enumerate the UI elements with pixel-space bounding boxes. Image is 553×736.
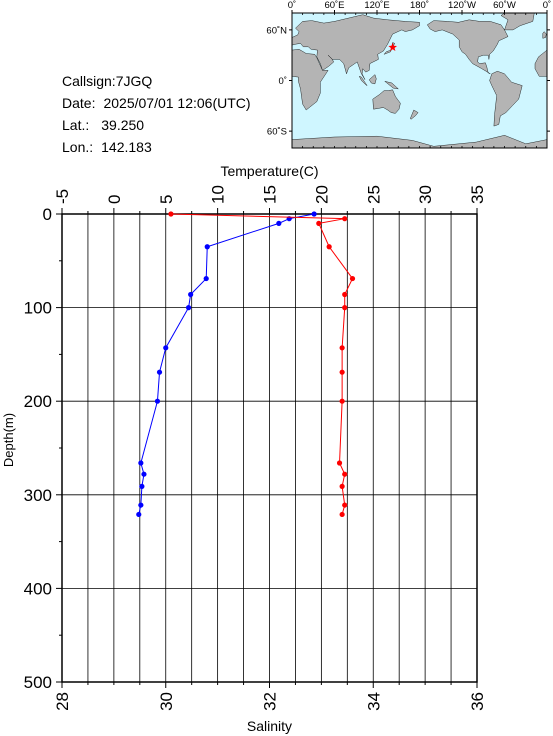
- salinity-point: [339, 369, 345, 375]
- date-label: Date:: [62, 95, 96, 111]
- bottom-axis-label: Salinity: [247, 718, 292, 734]
- top-tick-label: -5: [53, 189, 72, 204]
- y-tick-label: 0: [43, 205, 52, 224]
- bottom-tick-label: 32: [261, 692, 280, 711]
- temperature-point: [163, 345, 169, 351]
- temperature-point: [139, 483, 145, 489]
- top-tick-label: 0: [105, 195, 124, 204]
- salinity-point: [316, 220, 322, 226]
- temperature-point: [154, 398, 161, 404]
- top-tick-label: 5: [157, 195, 176, 204]
- salinity-point: [168, 211, 174, 217]
- salinity-point: [339, 345, 345, 351]
- top-tick-label: 15: [261, 185, 280, 204]
- y-tick-label: 100: [24, 299, 52, 318]
- salinity-point: [339, 511, 345, 518]
- lat-line: Lat.: 39.250: [62, 117, 144, 133]
- date-value: 2025/07/01 12:06(UTC): [103, 95, 251, 111]
- salinity-point: [326, 244, 332, 250]
- lon-line: Lon.: 142.183: [62, 139, 152, 155]
- callsign-label: Callsign:: [62, 73, 116, 89]
- lon-value: 142.183: [101, 139, 152, 155]
- lat-value: 39.250: [101, 117, 145, 133]
- date-line: Date: 2025/07/01 12:06(UTC): [62, 95, 251, 111]
- y-tick-label: 200: [24, 392, 52, 411]
- salinity-point: [342, 305, 348, 311]
- salinity-point: [339, 483, 345, 489]
- y-tick-label: 400: [24, 579, 52, 598]
- y-tick-label: 500: [24, 673, 52, 692]
- temperature-point: [203, 275, 209, 282]
- y-axis-label: Depth(m): [1, 413, 16, 467]
- salinity-point: [349, 275, 356, 282]
- top-tick-label: 35: [468, 185, 487, 204]
- temperature-point: [138, 502, 144, 508]
- salinity-line: [170, 213, 354, 515]
- top-axis-label: Temperature(C): [220, 163, 318, 179]
- temperature-point: [311, 211, 317, 217]
- top-tick-label: 10: [209, 185, 228, 204]
- temperature-point: [204, 244, 210, 250]
- salinity-point: [342, 471, 348, 477]
- lat-label: Lat.:: [62, 117, 90, 133]
- temperature-point: [185, 305, 192, 311]
- temperature-point: [188, 291, 194, 298]
- lon-label: Lon.:: [62, 139, 94, 155]
- salinity-point: [336, 460, 343, 466]
- salinity-point: [339, 398, 345, 404]
- temperature-point: [141, 471, 147, 477]
- callsign-value: 7JGQ: [115, 73, 153, 89]
- temperature-point: [138, 460, 144, 466]
- bottom-tick-label: 34: [364, 692, 383, 711]
- bottom-tick-label: 36: [468, 692, 487, 711]
- bottom-tick-label: 28: [53, 692, 72, 711]
- callsign-line: Callsign:7JGQ: [62, 73, 152, 89]
- temperature-point: [136, 511, 142, 518]
- salinity-point: [342, 216, 348, 222]
- salinity-point: [342, 291, 348, 298]
- y-tick-label: 300: [24, 486, 52, 505]
- salinity-point: [342, 502, 348, 508]
- bottom-tick-label: 30: [157, 692, 176, 711]
- temperature-point: [156, 369, 163, 375]
- top-tick-label: 25: [364, 185, 383, 204]
- temperature-point: [276, 220, 282, 226]
- temperature-line: [138, 213, 315, 515]
- top-tick-label: 30: [416, 185, 435, 204]
- top-tick-label: 20: [312, 185, 331, 204]
